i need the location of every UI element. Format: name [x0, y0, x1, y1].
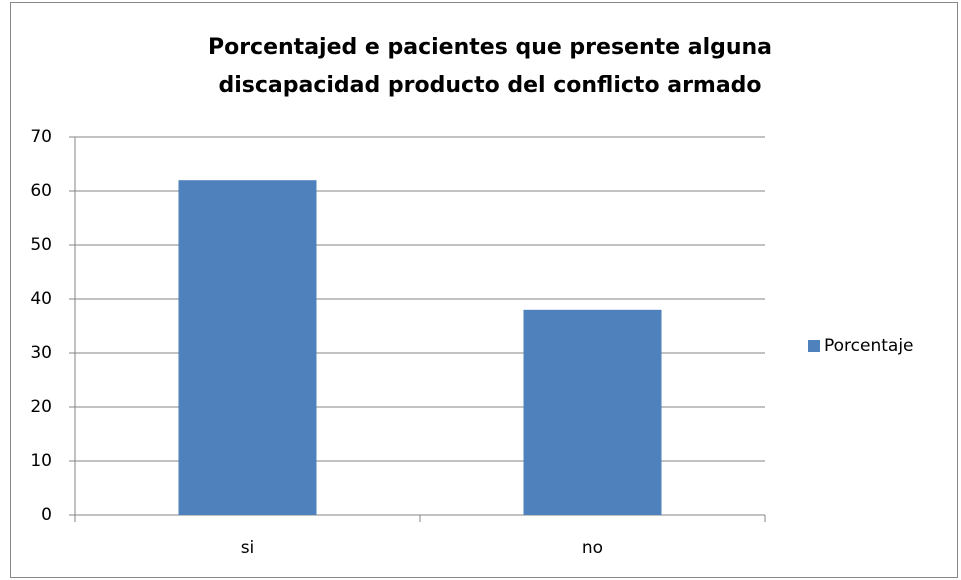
y-tick-label: 50 — [30, 235, 52, 255]
x-tick-label: si — [241, 538, 255, 558]
y-tick-label: 70 — [30, 127, 52, 147]
legend-swatch — [808, 340, 820, 352]
chart-title: discapacidad producto del conflicto arma… — [218, 73, 761, 98]
y-tick-label: 30 — [30, 343, 52, 363]
bar — [178, 180, 317, 515]
legend-label: Porcentaje — [824, 336, 914, 356]
y-tick-label: 40 — [30, 289, 52, 309]
y-tick-label: 20 — [30, 397, 52, 417]
chart-title: Porcentajed e pacientes que presente alg… — [208, 35, 772, 60]
y-tick-label: 0 — [41, 505, 52, 525]
x-tick-label: no — [582, 538, 603, 558]
y-tick-label: 60 — [30, 181, 52, 201]
y-tick-label: 10 — [30, 451, 52, 471]
bar — [523, 309, 662, 515]
chart-border — [10, 2, 958, 578]
